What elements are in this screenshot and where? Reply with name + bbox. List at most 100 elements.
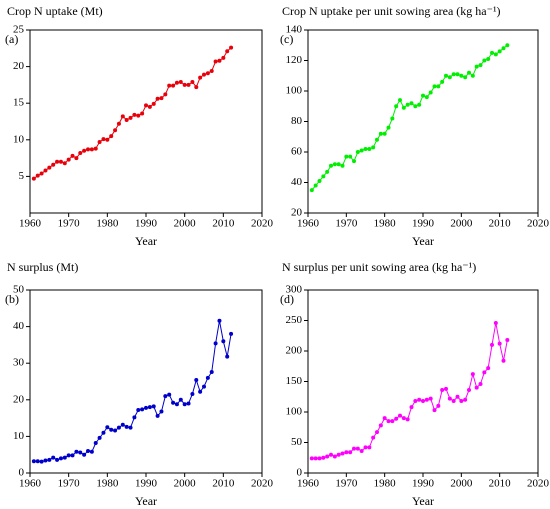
x-tick-label: 2020 [251,478,274,490]
x-tick-label: 1960 [19,218,42,230]
point [124,118,129,123]
point [329,452,333,457]
x-tick-label: 2010 [212,218,235,230]
point [70,453,75,458]
point [428,396,433,401]
x-tick-label: 1970 [335,478,358,490]
x-tick-label: 2020 [527,478,550,490]
point [371,145,376,150]
point [70,153,75,158]
panel-label: (c) [280,32,293,46]
point [417,397,422,402]
point [221,339,226,344]
point [340,451,345,456]
y-tick-label: 60 [291,146,303,158]
point [190,391,195,396]
point [467,388,471,393]
point [355,446,360,451]
point [35,459,40,464]
point [409,405,414,410]
point [31,176,36,181]
point [405,102,410,107]
point [174,402,179,407]
point [424,95,429,100]
y-tick-label: 15 [13,97,25,109]
point [317,178,322,183]
point [217,318,222,323]
point [497,341,502,346]
point [109,427,114,432]
x-tick-label: 2020 [251,218,274,230]
point [482,370,487,375]
point [78,150,83,155]
point [348,450,353,455]
point [120,114,125,119]
plot-frame [307,29,539,214]
point [421,93,425,98]
point [325,454,330,459]
point [467,70,471,75]
x-tick-label: 2020 [527,218,550,230]
point [367,146,372,151]
point [348,154,353,159]
point [440,79,445,84]
point [378,131,383,136]
point [113,428,118,433]
point [151,101,156,106]
point [417,102,422,107]
point [66,157,71,162]
point [505,338,510,343]
point [190,79,195,84]
point [493,52,498,57]
point [436,403,441,408]
point [378,423,383,428]
point [78,450,83,455]
point [229,331,234,336]
y-tick-label: 25 [13,24,25,36]
point [147,104,152,109]
point [455,72,460,77]
point [490,50,494,55]
point [74,449,79,454]
chart-title: Crop N uptake (Mt) [7,4,103,18]
point [340,163,345,168]
x-axis-label: Year [412,494,434,508]
point [47,457,52,462]
point [213,341,218,346]
point [401,105,406,110]
point [55,457,60,462]
point [105,425,110,430]
point [182,82,187,87]
point [359,449,364,454]
point [321,174,326,179]
point [163,394,168,399]
point [409,101,414,106]
point [375,137,379,142]
point [394,416,399,421]
point [93,146,98,151]
y-tick-label: 50 [291,436,303,448]
panel-label: (a) [5,32,18,46]
y-tick-label: 40 [291,176,303,188]
point [424,397,429,402]
point [66,453,71,458]
point [124,424,129,429]
point [486,56,491,61]
point [309,188,314,193]
point [386,419,391,424]
x-tick-label: 2000 [450,478,473,490]
point [428,90,433,95]
panel-label: (d) [280,292,294,306]
point [194,378,199,383]
x-tick-label: 1990 [135,218,158,230]
point [113,128,118,133]
point [101,430,106,435]
point [386,125,391,130]
point [413,104,418,109]
point [39,459,44,464]
x-tick-label: 1970 [58,478,81,490]
point [455,394,460,399]
point [101,137,106,142]
y-tick-label: 80 [291,115,303,127]
